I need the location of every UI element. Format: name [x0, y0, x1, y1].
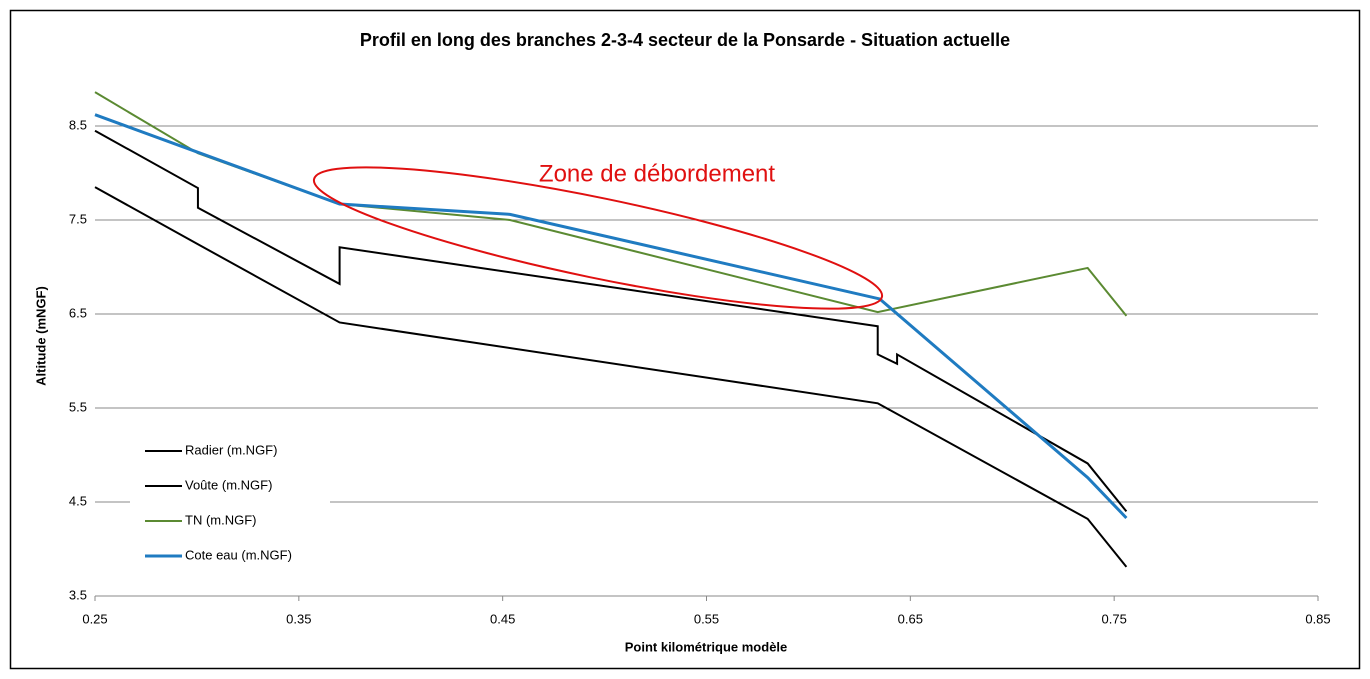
- legend-label: Radier (m.NGF): [185, 442, 277, 457]
- y-tick-label: 7.5: [69, 211, 87, 226]
- legend-label: Cote eau (m.NGF): [185, 547, 292, 562]
- y-tick-label: 6.5: [69, 305, 87, 320]
- x-tick-label: 0.35: [286, 611, 311, 626]
- y-tick-label: 4.5: [69, 493, 87, 508]
- legend: Radier (m.NGF) Voûte (m.NGF) TN (m.NGF) Cot…: [130, 430, 330, 575]
- chart-title: Profil en long des branches 2-3-4 secteu…: [360, 30, 1010, 50]
- x-tick-label: 0.65: [898, 611, 923, 626]
- x-tick-label: 0.45: [490, 611, 515, 626]
- legend-label: Voûte (m.NGF): [185, 477, 272, 492]
- x-tick-label: 0.75: [1102, 611, 1127, 626]
- plot: [94, 91, 1128, 568]
- x-axis-label: Point kilométrique modèle: [625, 639, 788, 654]
- x-tick-label: 0.85: [1305, 611, 1330, 626]
- x-tick-label: 0.25: [82, 611, 107, 626]
- y-tick-label: 3.5: [69, 587, 87, 602]
- legend-label: TN (m.NGF): [185, 512, 256, 527]
- series-line: [94, 186, 1128, 568]
- y-tick-label: 5.5: [69, 399, 87, 414]
- y-tick-label: 8.5: [69, 117, 87, 132]
- series-line: [94, 113, 1128, 520]
- x-tick-label: 0.55: [694, 611, 719, 626]
- y-axis-label: Altitude (mNGF): [33, 286, 48, 386]
- annotation: Zone de débordement: [539, 160, 776, 187]
- legend-box: [130, 430, 330, 575]
- series-line: [94, 129, 1128, 513]
- overflow-ellipse: [312, 166, 884, 310]
